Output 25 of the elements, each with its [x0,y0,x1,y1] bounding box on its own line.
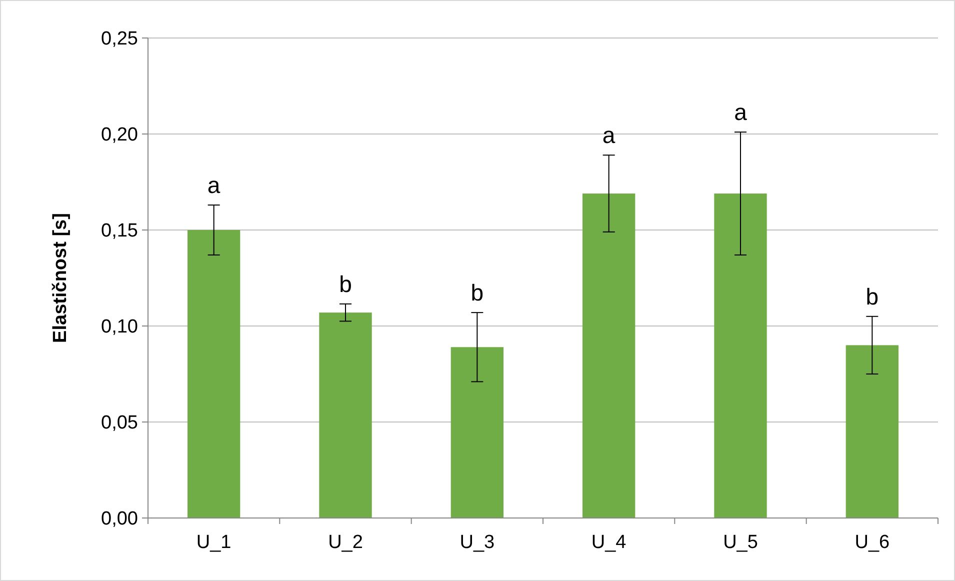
y-tick-label: 0,00 [101,508,138,530]
bar [714,194,767,518]
x-tick-label: U_1 [196,532,232,553]
annotation: a [734,99,748,126]
x-tick-label: U_2 [328,532,363,553]
bar [450,347,504,518]
x-tick-label: U_4 [591,532,627,553]
y-tick-label: 0,05 [101,412,138,434]
bar [188,230,240,518]
x-tick-label: U_3 [460,532,495,553]
y-tick-label: 0,10 [101,316,138,338]
annotation: a [207,172,220,198]
y-tick-label: 0,25 [101,28,138,50]
x-tick-label: U_6 [854,532,890,553]
annotation: b [866,283,879,310]
annotation: a [602,122,616,148]
annotation: b [470,280,484,306]
bar [846,345,898,518]
annotation: b [339,270,352,297]
bar [582,194,636,518]
y-tick-label: 0,15 [101,220,138,242]
y-axis-title: Elastičnost [s] [50,213,71,343]
y-tick-label: 0,20 [101,124,138,146]
bar [319,312,372,518]
x-tick-label: U_5 [723,532,758,553]
